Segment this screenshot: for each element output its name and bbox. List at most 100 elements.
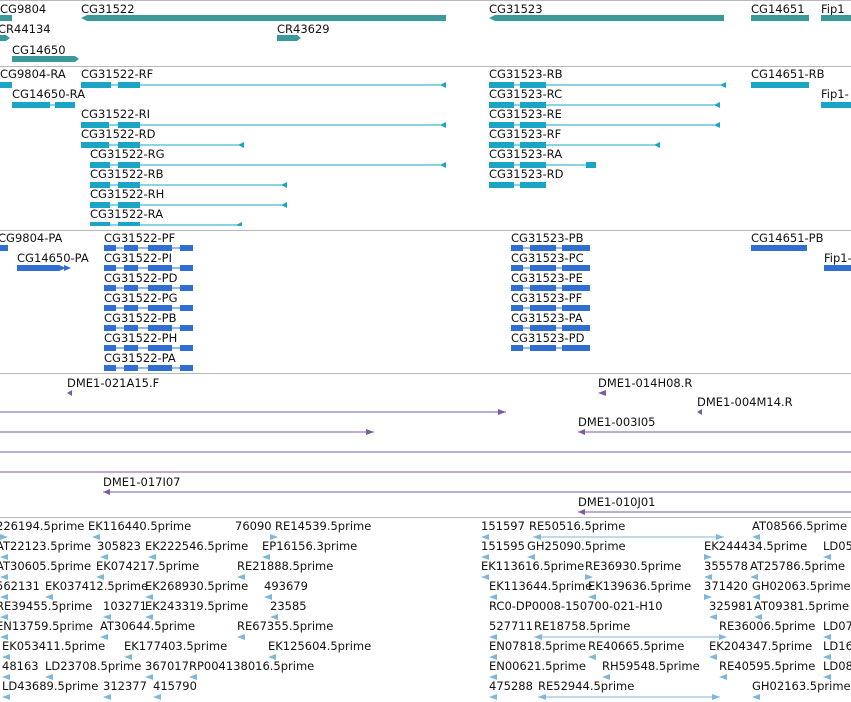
protein-label[interactable]: CG31522-PB: [104, 311, 177, 325]
est-label[interactable]: RE14539.5prime: [275, 519, 372, 533]
gene-label[interactable]: CR44134: [0, 22, 51, 36]
est-label[interactable]: 371420: [704, 579, 748, 593]
est-label[interactable]: EK244434.5prime: [704, 539, 808, 553]
transcript-feature[interactable]: [489, 102, 514, 108]
est-label[interactable]: AT09381.5prime: [754, 599, 850, 613]
est-features-row-7[interactable]: [2, 654, 831, 660]
est-label[interactable]: AT08566.5prime: [752, 519, 848, 533]
est-label[interactable]: RE40595.5prime: [719, 659, 816, 673]
transcript-feature[interactable]: [489, 162, 514, 168]
est-label[interactable]: RH59548.5prime: [602, 659, 700, 673]
transcript-feature[interactable]: [90, 202, 110, 208]
est-label[interactable]: EK222546.5prime: [145, 539, 249, 553]
transcript-label[interactable]: Fip1-: [821, 87, 849, 101]
gene-feature-cg31522[interactable]: [81, 15, 446, 21]
est-label[interactable]: 355578: [704, 559, 748, 573]
gene-feature-fip1[interactable]: [821, 15, 851, 21]
gene-label[interactable]: CR43629: [277, 22, 330, 36]
transcript-label[interactable]: CG31522-RI: [81, 107, 151, 121]
est-label[interactable]: GH25090.5prime: [527, 539, 626, 553]
est-label[interactable]: EK204347.5prime: [709, 639, 813, 653]
est-label[interactable]: EK268930.5prime: [145, 579, 249, 593]
est-features-row-4[interactable]: [0, 594, 760, 600]
est-label[interactable]: 312377: [103, 679, 147, 693]
protein-label[interactable]: CG31523-PE: [511, 271, 583, 285]
est-label[interactable]: LD07: [823, 619, 851, 633]
est-label[interactable]: 151597: [481, 519, 525, 533]
protein-label[interactable]: CG9804-PA: [0, 231, 63, 245]
est-label[interactable]: EK037412.5prime: [45, 579, 149, 593]
est-label[interactable]: EP16156.3prime: [262, 539, 358, 553]
est-label[interactable]: EN13759.5prime: [0, 619, 93, 633]
est-label[interactable]: RE18758.5prime: [534, 619, 631, 633]
gene-feature-cg31523[interactable]: [489, 15, 724, 21]
est-features-row-5[interactable]: [0, 614, 762, 620]
clone-feature[interactable]: [366, 429, 374, 435]
gene-label[interactable]: CG14651: [751, 2, 805, 16]
clone-feature[interactable]: [498, 409, 506, 415]
est-label[interactable]: 151595: [481, 539, 525, 553]
est-label[interactable]: 76090: [235, 519, 272, 533]
clone-label[interactable]: DME1-017I07: [103, 475, 181, 489]
gene-label[interactable]: CG31523: [489, 2, 543, 16]
est-label[interactable]: LD16: [823, 639, 851, 653]
protein-feature[interactable]: [0, 245, 8, 251]
protein-label[interactable]: Fip1-: [824, 251, 851, 265]
est-label[interactable]: EK243319.5prime: [145, 599, 249, 613]
est-label[interactable]: 23585: [270, 599, 307, 613]
protein-label[interactable]: CG31522-PG: [104, 291, 178, 305]
est-label[interactable]: 415790: [153, 679, 197, 693]
transcript-feature[interactable]: [90, 162, 110, 168]
transcript-label[interactable]: CG9804-RA: [0, 67, 66, 81]
gene-label[interactable]: Fip1: [821, 2, 845, 16]
clone-feature[interactable]: [103, 489, 110, 495]
protein-feature-group-cg31522[interactable]: [104, 245, 193, 371]
est-label[interactable]: LD05: [823, 539, 851, 553]
transcript-label[interactable]: CG31523-RF: [489, 127, 562, 141]
est-label[interactable]: 305823: [97, 539, 141, 553]
est-label[interactable]: 527711: [489, 619, 533, 633]
clone-label[interactable]: DME1-004M14.R: [697, 395, 793, 409]
clone-feature[interactable]: [67, 390, 72, 396]
est-label[interactable]: RE36006.5prime: [719, 619, 816, 633]
est-label[interactable]: RC0-DP0008-150700-021-H10: [489, 599, 663, 613]
est-label[interactable]: EK116440.5prime: [88, 519, 192, 533]
est-label[interactable]: AT30644.5prime: [100, 619, 196, 633]
est-label[interactable]: EK074217.5prime: [96, 559, 200, 573]
protein-label[interactable]: CG31522-PI: [104, 251, 173, 265]
protein-feature[interactable]: [17, 265, 59, 271]
est-features-row-8[interactable]: [2, 674, 831, 680]
protein-feature[interactable]: [824, 265, 851, 271]
clone-label[interactable]: DME1-021A15.F: [67, 376, 160, 390]
protein-feature[interactable]: [751, 245, 807, 251]
gene-label[interactable]: CG9804: [0, 2, 47, 16]
est-features-row-3[interactable]: [0, 574, 758, 580]
est-label[interactable]: LD23708.5prime: [45, 659, 142, 673]
transcript-label[interactable]: CG31522-RB: [90, 167, 164, 181]
clone-feature[interactable]: [697, 409, 702, 415]
est-label[interactable]: RE21888.5prime: [237, 559, 334, 573]
est-label[interactable]: EK113616.5prime: [481, 559, 585, 573]
est-label[interactable]: 48163: [2, 659, 39, 673]
transcript-feature[interactable]: [489, 142, 514, 148]
gene-label[interactable]: CG31522: [81, 2, 135, 16]
transcript-feature[interactable]: [489, 122, 514, 128]
est-label[interactable]: GH02163.5prime: [752, 679, 851, 693]
est-label[interactable]: RE50516.5prime: [529, 519, 626, 533]
protein-label[interactable]: CG31523-PA: [511, 311, 583, 325]
est-label[interactable]: RE52944.5prime: [538, 679, 635, 693]
gene-feature-cg14651[interactable]: [751, 15, 809, 21]
protein-label[interactable]: CG14651-PB: [751, 231, 824, 245]
est-label[interactable]: AT30605.5prime: [0, 559, 92, 573]
est-label[interactable]: EK139636.5prime: [588, 579, 692, 593]
gene-label[interactable]: CG14650: [12, 43, 66, 57]
est-label[interactable]: 493679: [264, 579, 308, 593]
transcript-feature[interactable]: [489, 182, 514, 188]
transcript-label[interactable]: CG31523-RD: [489, 167, 564, 181]
est-label[interactable]: RP004138016.5prime: [189, 659, 315, 673]
protein-label[interactable]: CG31522-PA: [104, 351, 176, 365]
est-label[interactable]: RE40665.5prime: [588, 639, 685, 653]
protein-label[interactable]: CG31522-PD: [104, 271, 178, 285]
clone-label[interactable]: DME1-010J01: [578, 495, 656, 509]
transcript-label[interactable]: CG31523-RA: [489, 147, 563, 161]
